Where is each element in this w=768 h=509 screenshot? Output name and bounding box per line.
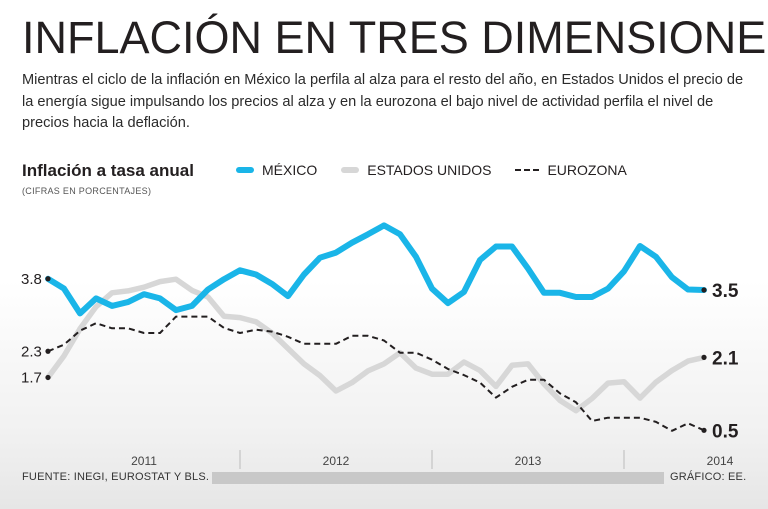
x-tick-label: 2013 bbox=[515, 454, 542, 468]
legend-swatch-mexico bbox=[236, 167, 254, 173]
series-line-usa bbox=[45, 276, 707, 414]
legend-swatch-usa bbox=[341, 167, 360, 173]
start-marker-eurozone bbox=[45, 348, 51, 354]
end-label-eurozone: 0.5 bbox=[712, 421, 739, 442]
chart-title: Inflación a tasa anual bbox=[22, 161, 194, 180]
legend-label-eurozone: EUROZONA bbox=[547, 162, 627, 178]
end-marker-usa bbox=[701, 354, 707, 360]
x-tick-label: 2012 bbox=[323, 454, 350, 468]
series-line-mexico bbox=[45, 222, 707, 317]
end-marker-mexico bbox=[701, 287, 707, 293]
credit-note: GRÁFICO: EE. bbox=[670, 471, 747, 483]
legend-item-eurozone: EUROZONA bbox=[515, 162, 627, 178]
end-marker-eurozone bbox=[701, 427, 707, 433]
footer-divider bbox=[212, 472, 664, 484]
start-marker-mexico bbox=[45, 276, 51, 282]
legend: MÉXICO ESTADOS UNIDOS EUROZONA bbox=[236, 162, 651, 178]
page-title: INFLACIÓN EN TRES DIMENSIONES bbox=[22, 12, 768, 63]
end-label-usa: 2.1 bbox=[712, 348, 739, 369]
subtitle: Mientras el ciclo de la inflación en Méx… bbox=[22, 72, 744, 131]
legend-label-usa: ESTADOS UNIDOS bbox=[367, 162, 492, 178]
chart-units: (CIFRAS EN PORCENTAJES) bbox=[22, 186, 152, 196]
start-label-usa: 1.7 bbox=[21, 369, 42, 386]
x-tick-label: 2011 bbox=[131, 454, 157, 468]
legend-swatch-eurozone bbox=[515, 169, 540, 171]
start-marker-usa bbox=[45, 374, 51, 381]
legend-item-usa: ESTADOS UNIDOS bbox=[341, 162, 491, 178]
x-tick-label: 2014 bbox=[707, 454, 734, 468]
legend-item-mexico: MÉXICO bbox=[236, 162, 317, 178]
source-note: FUENTE: INEGI, EUROSTAT Y BLS. bbox=[22, 471, 210, 483]
series-line-eurozone bbox=[47, 315, 705, 432]
legend-label-mexico: MÉXICO bbox=[262, 162, 318, 178]
start-label-mexico: 3.8 bbox=[21, 271, 42, 288]
start-label-eurozone: 2.3 bbox=[21, 343, 42, 360]
end-label-mexico: 3.5 bbox=[712, 281, 739, 302]
